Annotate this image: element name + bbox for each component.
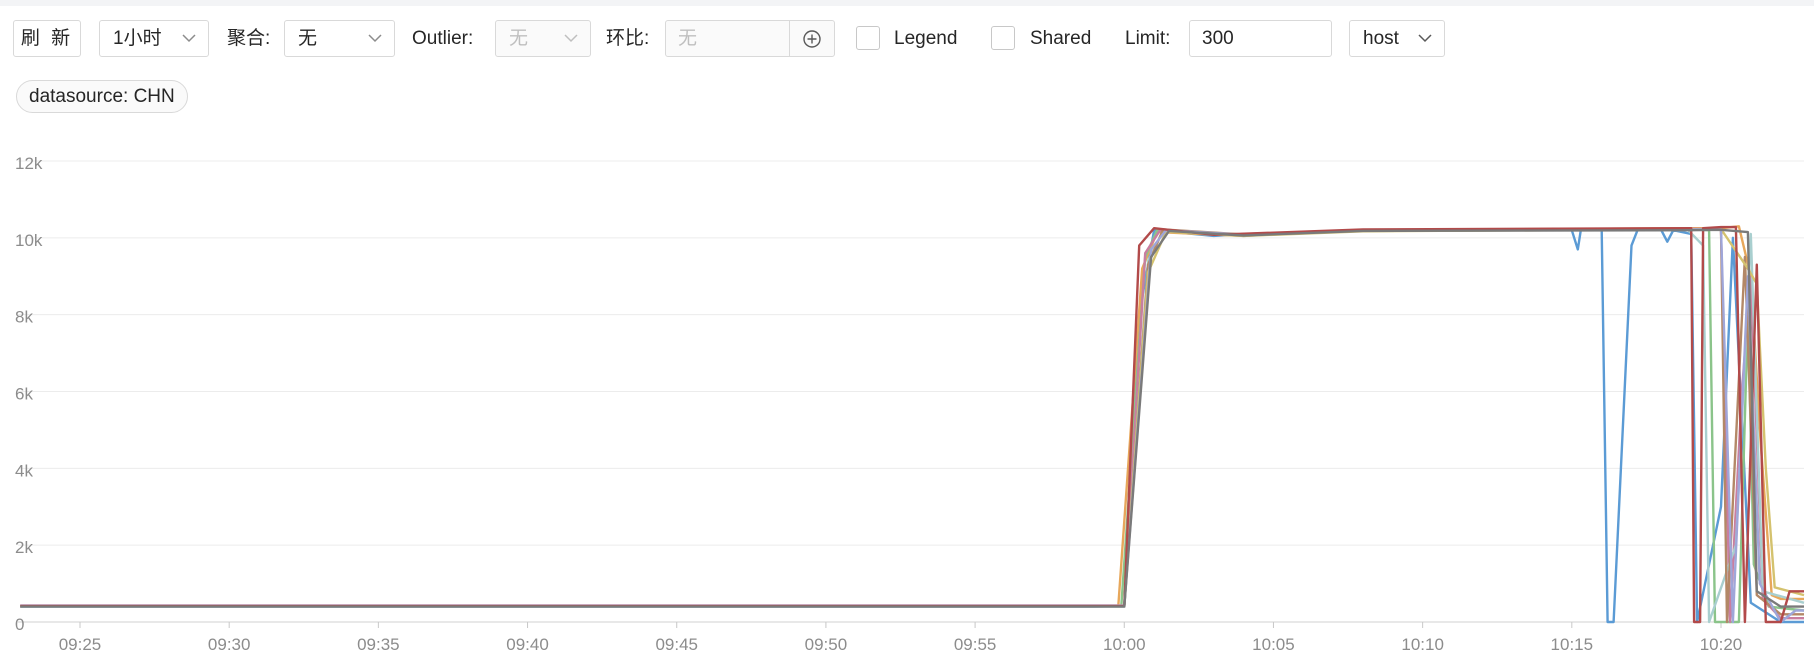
chevron-down-icon [182, 34, 196, 43]
series-line-6[interactable] [20, 227, 1804, 624]
y-tick-label: 6k [15, 385, 33, 404]
limit-label: Limit: [1125, 28, 1171, 49]
x-tick-label: 10:10 [1401, 635, 1444, 654]
series-line-5[interactable] [20, 229, 1805, 624]
legend-checkbox[interactable] [856, 26, 880, 50]
ratio-input[interactable]: 无 [665, 20, 790, 57]
chevron-down-icon [368, 34, 382, 43]
x-tick-label: 09:55 [954, 635, 997, 654]
series-line-3[interactable] [20, 228, 1805, 624]
add-ratio-button[interactable] [789, 20, 835, 57]
chevron-down-icon [1418, 34, 1432, 43]
limit-input[interactable]: 300 [1189, 20, 1332, 57]
x-tick-label: 09:45 [655, 635, 698, 654]
chart-series [20, 225, 1805, 624]
top-divider [0, 0, 1814, 6]
series-line-8[interactable] [20, 228, 1804, 624]
limit-value: 300 [1202, 28, 1234, 49]
x-tick-label: 10:00 [1103, 635, 1146, 654]
x-tick-label: 09:25 [59, 635, 102, 654]
y-tick-label: 0 [15, 615, 24, 634]
group-by-value: host [1363, 28, 1399, 49]
series-line-10[interactable] [20, 228, 1804, 608]
x-tick-label: 10:15 [1551, 635, 1594, 654]
x-tick-label: 09:40 [506, 635, 549, 654]
toolbar: 刷 新 1小时 聚合: 无 Outlier: 无 环比: 无 Legend Sh… [0, 0, 1814, 72]
y-tick-label: 8k [15, 308, 33, 327]
outlier-value: 无 [509, 28, 529, 49]
outlier-select[interactable]: 无 [495, 20, 591, 57]
shared-label[interactable]: Shared [1030, 28, 1092, 49]
legend-label[interactable]: Legend [894, 28, 958, 49]
x-tick-label: 10:20 [1700, 635, 1743, 654]
aggregate-select[interactable]: 无 [284, 20, 395, 57]
group-by-select[interactable]: host [1349, 20, 1445, 57]
series-line-2[interactable] [20, 225, 1804, 608]
y-tick-label: 4k [15, 461, 33, 480]
series-line-9[interactable] [20, 225, 1804, 624]
line-chart: 0 2k 4k 6k 8k 10k 12k 09:25 09:30 09:35 09:40 09:4… [15, 154, 1805, 654]
y-tick-label: 10k [15, 231, 43, 250]
refresh-button[interactable]: 刷 新 [13, 20, 81, 57]
series-line-1[interactable] [20, 229, 1804, 624]
series-line-7[interactable] [20, 227, 1805, 608]
time-range-value: 1小时 [113, 28, 162, 49]
ratio-placeholder: 无 [678, 28, 698, 49]
x-tick-label: 09:35 [357, 635, 400, 654]
x-tick-label: 09:50 [805, 635, 848, 654]
datasource-tag[interactable]: datasource: CHN [16, 80, 188, 113]
x-tick-label: 09:30 [208, 635, 251, 654]
chart-grid [18, 160, 1804, 623]
x-tick-label: 10:05 [1252, 635, 1295, 654]
x-axis: 09:25 09:30 09:35 09:40 09:45 09:50 09:55 10:00… [59, 622, 1743, 654]
y-tick-label: 12k [15, 154, 43, 173]
y-axis: 0 2k 4k 6k 8k 10k 12k [15, 154, 43, 634]
y-tick-label: 2k [15, 538, 33, 557]
ratio-label: 环比: [606, 28, 650, 49]
series-line-4[interactable] [20, 227, 1804, 624]
aggregate-value: 无 [298, 28, 318, 49]
add-circle-icon [803, 29, 821, 48]
aggregate-label: 聚合: [227, 28, 271, 49]
chevron-down-icon [564, 34, 578, 43]
shared-checkbox[interactable] [991, 26, 1015, 50]
time-range-select[interactable]: 1小时 [99, 20, 209, 57]
datasource-tag-label: datasource: CHN [29, 85, 175, 107]
outlier-label: Outlier: [412, 28, 474, 49]
